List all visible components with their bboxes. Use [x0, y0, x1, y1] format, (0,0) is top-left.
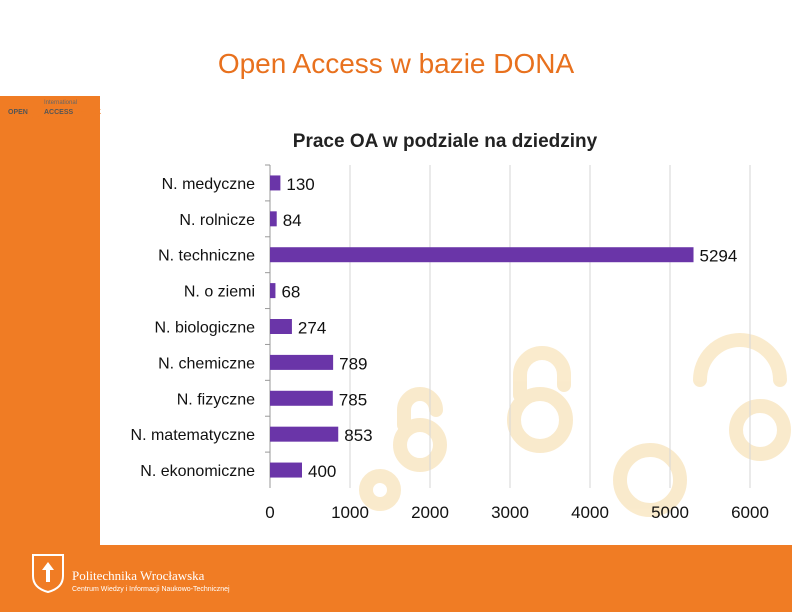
category-label: N. rolnicze: [179, 212, 255, 229]
x-tick-label: 3000: [491, 503, 529, 522]
bar: [270, 175, 281, 191]
open-access-lock-icon: [30, 100, 44, 120]
bar-value-label: 400: [308, 462, 336, 481]
bar: [270, 247, 694, 263]
bar: [270, 319, 292, 334]
x-tick-label: 6000: [731, 503, 769, 522]
bar: [270, 462, 302, 478]
university-logo: Politechnika Wrocławska Centrum Wiedzy i…: [30, 552, 280, 600]
bar-value-label: 5294: [700, 247, 738, 266]
x-tick-label: 4000: [571, 503, 609, 522]
chart-bars: N. medyczne 130 N. rolnicze 84 N. techniczne…: [131, 175, 738, 481]
category-label: N. fizyczne: [177, 391, 255, 408]
university-crest-icon: [32, 554, 64, 594]
chart-title: Prace OA w podziale na dziedziny: [293, 131, 598, 152]
university-name: Politechnika Wrocławska: [72, 568, 205, 583]
logo-week-text: WEEK: [80, 109, 101, 116]
bar: [270, 211, 277, 227]
category-label: N. techniczne: [158, 248, 255, 265]
logo-open-text: OPEN: [8, 109, 28, 116]
bar-value-label: 274: [298, 319, 326, 338]
x-tick-label: 0: [265, 503, 274, 522]
x-tick-label: 1000: [331, 503, 369, 522]
x-tick-label: 5000: [651, 503, 689, 522]
bar-value-label: 789: [339, 354, 367, 373]
left-accent-bar: [0, 96, 100, 548]
slide-title: Open Access w bazie DONA: [217, 48, 575, 79]
bar: [270, 354, 334, 370]
bar: [270, 426, 339, 442]
footer-band: [0, 545, 792, 612]
university-subtitle: Centrum Wiedzy i Informacji Naukowo-Tech…: [72, 586, 230, 593]
bar-value-label: 84: [283, 211, 302, 230]
chart-x-ticks: 0 1000 2000 3000 4000 5000 6000: [265, 503, 769, 522]
logo-access-text: ACCESS: [44, 109, 74, 116]
category-label: N. medyczne: [162, 176, 255, 193]
category-label: N. ekonomiczne: [140, 463, 255, 480]
bar: [270, 283, 276, 299]
x-tick-label: 2000: [411, 503, 449, 522]
category-label: N. matematyczne: [131, 427, 256, 444]
category-label: N. o ziemi: [184, 284, 255, 301]
category-label: N. chemiczne: [158, 355, 255, 372]
bar: [270, 390, 333, 406]
logo-international-text: International: [44, 100, 78, 106]
bar-value-label: 853: [344, 426, 372, 445]
bar-value-label: 130: [286, 175, 314, 194]
bar-value-label: 68: [281, 283, 300, 302]
open-access-week-logo: International OPEN ACCESS WEEK: [8, 100, 101, 122]
bar-value-label: 785: [339, 390, 367, 409]
category-label: N. biologiczne: [155, 320, 256, 337]
